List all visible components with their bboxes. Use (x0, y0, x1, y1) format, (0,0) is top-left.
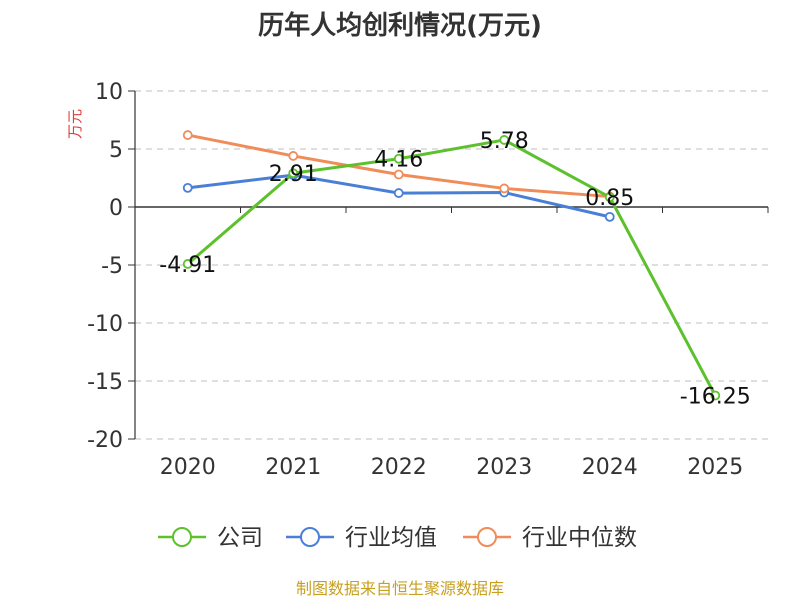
y-tick-label: 10 (95, 80, 123, 105)
data-label: 0.85 (585, 186, 634, 211)
data-label: -16.25 (680, 385, 751, 410)
source-note: 制图数据来自恒生聚源数据库 (296, 579, 504, 598)
x-tick-label: 2025 (687, 455, 743, 480)
y-tick-label: -20 (87, 428, 123, 453)
data-point (499, 183, 510, 194)
x-tick-label: 2021 (265, 455, 321, 480)
x-tick-label: 2023 (476, 455, 532, 480)
y-tick-label: 5 (109, 138, 123, 163)
legend-marker (172, 527, 192, 547)
x-tick-label: 2020 (160, 455, 216, 480)
x-tick-label: 2024 (582, 455, 638, 480)
data-point (182, 182, 193, 193)
data-point (604, 192, 615, 203)
data-point (393, 169, 404, 180)
data-point (393, 188, 404, 198)
chart-title: 历年人均创利情况(万元) (258, 10, 542, 41)
data-point (288, 168, 299, 179)
legend-marker (477, 527, 497, 547)
y-tick-label: 0 (109, 196, 123, 221)
legend-marker (300, 527, 320, 547)
series-group (182, 130, 721, 401)
x-tick-label: 2022 (371, 455, 427, 480)
data-label: -4.91 (159, 253, 216, 278)
data-point (393, 153, 404, 164)
data-labels: -4.91 2.91 4.16 5.78 0.85 -16.25 (159, 129, 750, 410)
data-point (182, 130, 193, 140)
axes: 10 5 0 -5 -10 -15 -20 2020 2021 2022 2023 2024 2025 (87, 80, 769, 480)
data-point (499, 135, 510, 145)
series-line (186, 138, 717, 397)
legend-label: 公司 (217, 525, 263, 551)
y-tick-label: -5 (101, 254, 123, 279)
data-label: 4.16 (374, 148, 423, 173)
data-point (182, 259, 193, 269)
y-tick-label: -10 (87, 312, 123, 337)
legend: 公司 行业均值 行业中位数 (158, 525, 637, 551)
data-point (288, 151, 299, 161)
data-point (604, 211, 615, 222)
data-label: 5.78 (480, 129, 529, 154)
y-tick-label: -15 (87, 370, 123, 395)
data-point (710, 390, 721, 401)
data-label: 2.91 (269, 162, 318, 187)
legend-label: 行业均值 (345, 525, 437, 551)
legend-label: 行业中位数 (522, 525, 637, 551)
y-axis-label: 万元 (66, 109, 84, 139)
